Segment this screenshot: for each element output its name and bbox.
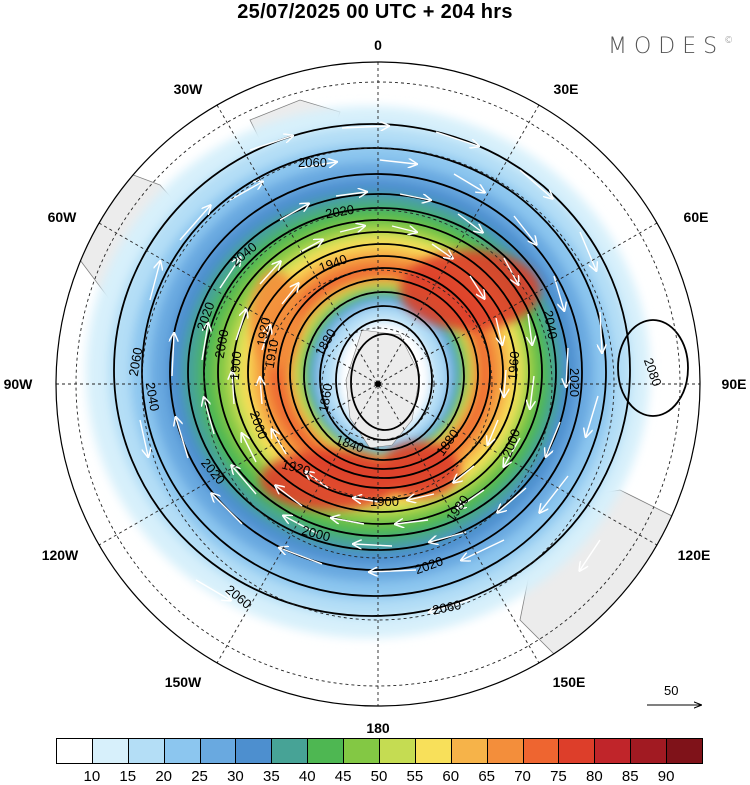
contour-label: 1900 bbox=[370, 494, 399, 509]
colorbar-cell bbox=[127, 738, 165, 764]
colorbar-cell bbox=[486, 738, 524, 764]
contour-label: 1920 bbox=[280, 457, 312, 479]
lon-label-30e: 30E bbox=[554, 81, 579, 97]
colorbar-cell bbox=[666, 738, 703, 764]
contour-label: 2060 bbox=[126, 346, 146, 377]
map-border bbox=[55, 61, 701, 707]
colorbar-level-label: 10 bbox=[83, 768, 101, 785]
brand-mark: © bbox=[724, 36, 734, 46]
lon-label-150e: 150E bbox=[553, 674, 586, 690]
colorbar-cell bbox=[558, 738, 596, 764]
contour-label: 2000 bbox=[300, 523, 332, 545]
colorbar-level-label: 35 bbox=[262, 768, 280, 785]
contour-label: 1910 bbox=[262, 338, 282, 369]
brand-text: MODES bbox=[608, 34, 725, 59]
wind-vectors bbox=[139, 126, 602, 612]
longitude-labels: 0 30E 60E 90E 120E 150E 180 150W 120W 90… bbox=[4, 37, 747, 736]
colorbar-cell bbox=[271, 738, 309, 764]
contour-label: 2060 bbox=[431, 597, 462, 618]
contour-label: 1960 bbox=[505, 351, 522, 381]
colorbar-cell bbox=[56, 738, 93, 764]
contour-label: 1860 bbox=[316, 382, 336, 413]
lon-label-0: 0 bbox=[374, 37, 382, 53]
contour-label: 2040 bbox=[143, 381, 163, 412]
contour-label: 2020 bbox=[324, 202, 355, 222]
lon-label-90w: 90W bbox=[4, 376, 34, 392]
colorbar-level-label: 85 bbox=[621, 768, 639, 785]
colorbar-level-label: 90 bbox=[657, 768, 675, 785]
colorbar-cell bbox=[594, 738, 632, 764]
colorbar-cell bbox=[414, 738, 452, 764]
lon-label-60w: 60W bbox=[48, 209, 78, 225]
colorbar-level-label: 60 bbox=[442, 768, 460, 785]
map-title: 25/07/2025 00 UTC + 204 hrs bbox=[237, 1, 513, 23]
colorbar-cell bbox=[379, 738, 416, 764]
lon-label-30w: 30W bbox=[174, 81, 204, 97]
lon-label-120e: 120E bbox=[678, 547, 711, 563]
contour-label: 2000 bbox=[212, 328, 232, 359]
colorbar-cell bbox=[522, 738, 560, 764]
colorbar-cell bbox=[307, 738, 345, 764]
colorbar-level-label: 55 bbox=[406, 768, 424, 785]
south-pole-dot bbox=[375, 381, 381, 387]
jet-maxima bbox=[250, 250, 540, 510]
colorbar-cell bbox=[91, 738, 129, 764]
colorbar-level-label: 45 bbox=[334, 768, 352, 785]
contour-label: 2040 bbox=[541, 309, 561, 340]
colorbar-level-label: 65 bbox=[478, 768, 495, 785]
colorbar-level-label: 50 bbox=[370, 768, 388, 785]
colorbar-level-label: 80 bbox=[585, 768, 603, 785]
modes-logo: MODES© bbox=[608, 34, 733, 59]
contour-label: 2020 bbox=[567, 368, 582, 397]
colorbar-level-label: 25 bbox=[191, 768, 208, 785]
colorbar-cell bbox=[343, 738, 380, 764]
colorbar-level-label: 15 bbox=[119, 768, 137, 785]
lon-label-90e: 90E bbox=[722, 376, 747, 392]
reference-vector-label: 50 bbox=[664, 683, 679, 698]
colorbar-level-label: 30 bbox=[227, 768, 244, 785]
colorbar-level-label: 20 bbox=[155, 768, 172, 785]
contour-label: 1920 bbox=[254, 316, 274, 347]
colorbar-cell bbox=[630, 738, 668, 764]
lon-label-150w: 150W bbox=[165, 674, 202, 690]
contour-label: 2060 bbox=[298, 155, 327, 170]
colorbar bbox=[56, 738, 703, 764]
colorbar-cell bbox=[450, 738, 488, 764]
colorbar-level-label: 40 bbox=[298, 768, 316, 785]
colorbar-cell bbox=[163, 738, 201, 764]
colorbar-level-label: 70 bbox=[514, 768, 531, 785]
colorbar-cell bbox=[199, 738, 237, 764]
colorbar-level-label: 75 bbox=[550, 768, 567, 785]
contour-label: 1900 bbox=[227, 351, 244, 381]
lon-label-120w: 120W bbox=[42, 547, 79, 563]
graticule bbox=[56, 62, 700, 706]
lon-label-180: 180 bbox=[366, 720, 390, 736]
lon-label-60e: 60E bbox=[684, 209, 709, 225]
colorbar-cell bbox=[235, 738, 273, 764]
height-contours bbox=[113, 123, 689, 617]
